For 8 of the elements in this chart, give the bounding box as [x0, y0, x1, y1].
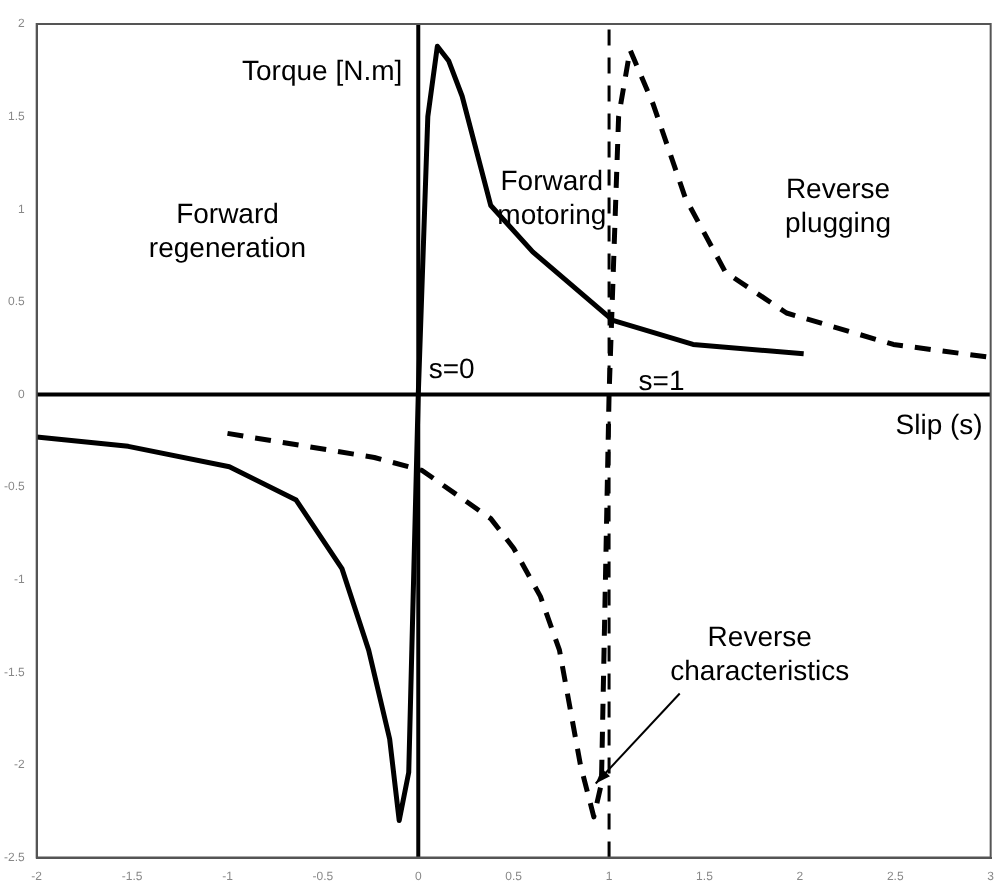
annotation: Forward regeneration: [148, 197, 307, 264]
x-axis-title: Slip (s): [895, 408, 983, 441]
annotation: Reverse plugging: [785, 172, 891, 239]
annotation: Reverse characteristics: [670, 620, 850, 687]
annotation: s=1: [638, 364, 685, 397]
annotation: s=0: [428, 351, 476, 384]
annotation: Forward motoring: [497, 163, 607, 230]
y-axis-title: Torque [N.m]: [241, 53, 403, 86]
